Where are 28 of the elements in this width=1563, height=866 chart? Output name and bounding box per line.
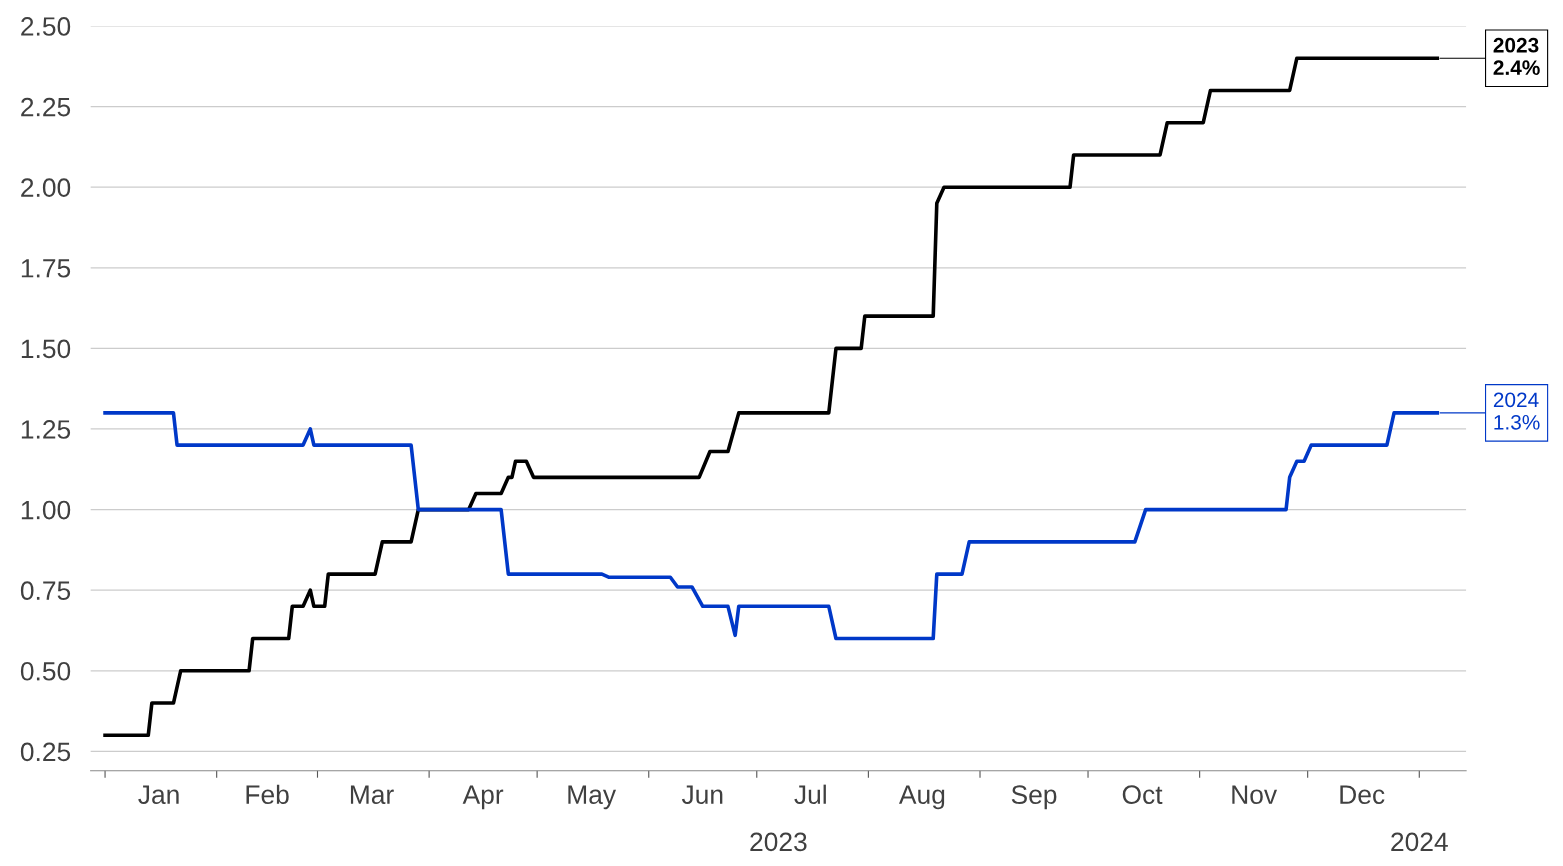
- x-tick-label: Jan: [138, 785, 179, 805]
- x-tick-label: Oct: [1122, 785, 1163, 805]
- x-tick-label: Mar: [350, 785, 394, 805]
- x-tick-label: May: [568, 785, 617, 810]
- x-tick-label: Jun: [681, 785, 723, 805]
- x-tick-label: Feb: [246, 784, 289, 805]
- x-tick-label: Sep: [1011, 785, 1057, 810]
- data-label: 2.4%: [1493, 60, 1540, 75]
- x-tick-label: Apr: [462, 785, 504, 810]
- y-tick-label: 1.25: [21, 420, 71, 439]
- y-tick-label: 0.25: [20, 742, 71, 762]
- y-tick-label: 2.00: [21, 178, 71, 198]
- text: 2024: [1391, 832, 1448, 852]
- x-tick-label: Jul: [794, 784, 826, 805]
- x-tick-label: Aug: [898, 785, 945, 810]
- y-tick-label: 1.50: [21, 339, 71, 359]
- y-tick-label: 1.75: [21, 259, 71, 278]
- y-tick-label: 2.50: [21, 17, 71, 36]
- y-tick-label: 0.50: [20, 661, 71, 681]
- y-tick-label: 0.75: [20, 581, 71, 601]
- text: 2024: [1493, 392, 1539, 408]
- x-tick-label: Nov: [1232, 785, 1278, 805]
- y-tick-label: 1.00: [21, 500, 71, 520]
- text: 2023: [1493, 37, 1539, 53]
- data-label: 1.3%: [1494, 414, 1540, 430]
- x-axis-title: 2023: [750, 832, 807, 852]
- x-tick-label: Dec: [1340, 785, 1385, 805]
- y-tick-label: 2.25: [21, 97, 71, 117]
